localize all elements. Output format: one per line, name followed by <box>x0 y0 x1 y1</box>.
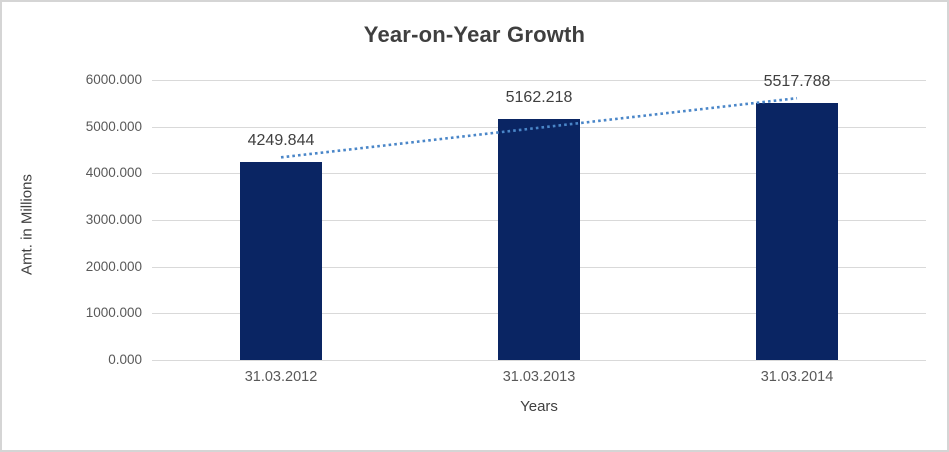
y-tick-label: 1000.000 <box>85 305 142 321</box>
bar-value-label: 5517.788 <box>763 72 831 90</box>
gridline <box>152 360 926 361</box>
x-axis-title: Years <box>520 398 558 415</box>
y-tick-label: 3000.000 <box>85 212 142 227</box>
x-tick-label: 31.03.2013 <box>502 369 576 385</box>
bar <box>240 161 322 360</box>
chart-title: Year-on-Year Growth <box>363 22 586 47</box>
y-tick-label: 6000.000 <box>85 72 142 87</box>
x-tick-label: 31.03.2014 <box>760 369 834 385</box>
bar <box>498 119 580 360</box>
y-axis-title: Amt. in Millions <box>18 174 36 275</box>
bar <box>756 102 838 360</box>
gridline <box>152 80 926 81</box>
y-tick-label: 2000.000 <box>85 258 142 274</box>
bar-value-label: 4249.844 <box>247 131 315 149</box>
y-tick-label: 0.000 <box>108 352 142 367</box>
plot-area: 4249.844 5162.218 5517.788 <box>152 73 926 361</box>
y-tick-label: 5000.000 <box>85 118 142 134</box>
x-tick-label: 31.03.2012 <box>244 369 318 385</box>
bar-value-label: 5162.218 <box>505 89 573 107</box>
y-tick-label: 4000.000 <box>85 165 142 181</box>
